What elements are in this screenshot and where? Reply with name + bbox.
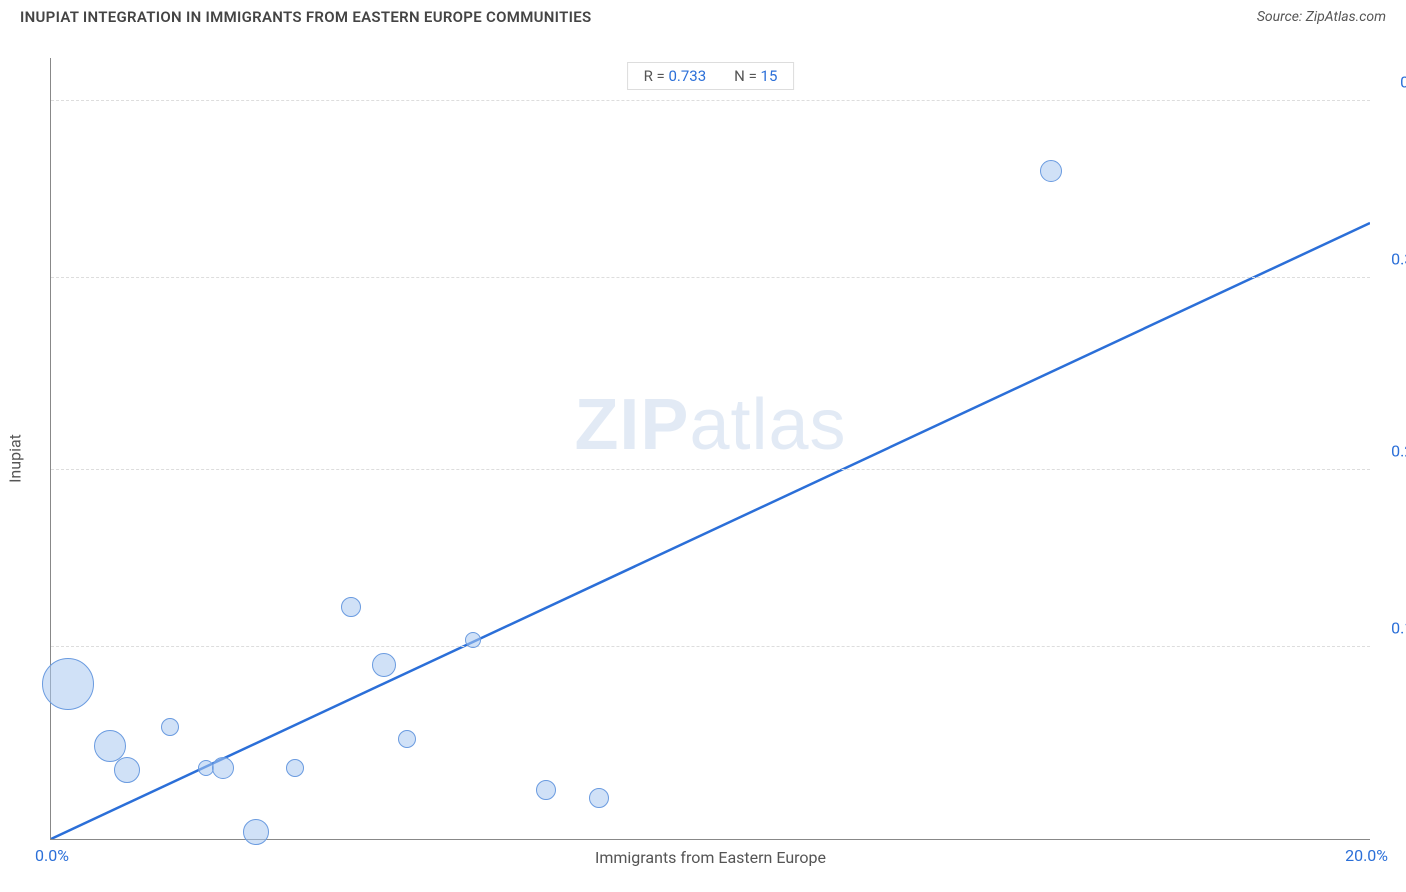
data-point xyxy=(286,759,304,777)
data-point xyxy=(341,597,361,617)
data-point xyxy=(243,819,269,845)
gridline xyxy=(51,646,1370,647)
stats-box: R = 0.733 N = 15 xyxy=(627,62,795,90)
trendline-segment xyxy=(51,223,1370,839)
r-stat: R = 0.733 xyxy=(644,67,707,85)
x-axis-label: Immigrants from Eastern Europe xyxy=(595,848,826,867)
data-point xyxy=(1040,160,1062,182)
data-point xyxy=(465,632,481,648)
gridline xyxy=(51,100,1370,101)
x-axis-max: 20.0% xyxy=(1345,846,1388,865)
y-tick-label: 0.38% xyxy=(1374,250,1406,269)
y-tick-label: 0.5% xyxy=(1374,73,1406,92)
watermark: ZIPatlas xyxy=(574,384,846,466)
r-value: 0.733 xyxy=(668,67,706,85)
trendline xyxy=(51,58,1370,839)
r-label: R = xyxy=(644,67,669,85)
y-axis-label: Inupiat xyxy=(6,434,25,483)
chart-title: INUPIAT INTEGRATION IN IMMIGRANTS FROM E… xyxy=(20,8,591,26)
y-tick-label: 0.25% xyxy=(1374,442,1406,461)
n-value: 15 xyxy=(761,67,778,85)
watermark-bold: ZIP xyxy=(574,385,689,465)
data-point xyxy=(212,757,234,779)
n-label: N = xyxy=(734,67,760,85)
gridline xyxy=(51,469,1370,470)
chart-header: INUPIAT INTEGRATION IN IMMIGRANTS FROM E… xyxy=(0,0,1406,26)
scatter-chart: ZIPatlas R = 0.733 N = 15 Inupiat Immigr… xyxy=(50,58,1370,840)
gridline xyxy=(51,277,1370,278)
n-stat: N = 15 xyxy=(734,67,777,85)
data-point xyxy=(589,788,609,808)
x-axis-min: 0.0% xyxy=(35,846,69,865)
y-tick-label: 0.13% xyxy=(1374,619,1406,638)
source-attribution: Source: ZipAtlas.com xyxy=(1257,9,1386,25)
data-point xyxy=(536,780,556,800)
data-point xyxy=(398,730,416,748)
data-point xyxy=(42,658,94,710)
data-point xyxy=(161,718,179,736)
data-point xyxy=(372,653,396,677)
watermark-light: atlas xyxy=(689,385,846,465)
data-point xyxy=(114,757,140,783)
